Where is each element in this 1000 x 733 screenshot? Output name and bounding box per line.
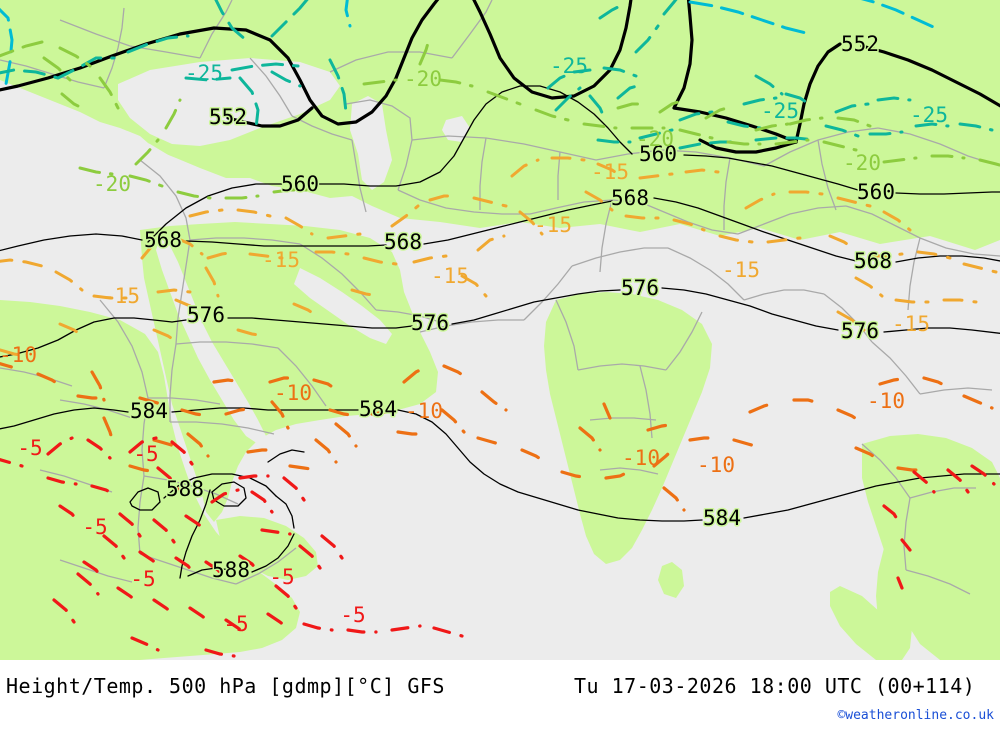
land-sumatra <box>830 586 902 660</box>
persian-gulf <box>294 268 392 344</box>
temperature-contour-label: -20 <box>404 67 442 91</box>
temperature-contour-label: -5 <box>223 612 248 636</box>
temperature-contour-label: -25 <box>761 99 799 123</box>
temperature-contour-label: -15 <box>722 258 760 282</box>
height-contour-label: 576 <box>187 303 225 327</box>
map-title: Height/Temp. 500 hPa [gdmp][°C] GFS <box>6 674 445 698</box>
temperature-contour-label: -10 <box>274 381 312 405</box>
temperature-contour-label: -15 <box>431 264 469 288</box>
isotherm-m25-layer <box>0 0 994 150</box>
temperature-contour-label: -25 <box>550 54 588 78</box>
temperature-contour-label: -15 <box>102 284 140 308</box>
height-contour-label: 576 <box>841 319 879 343</box>
land-india <box>544 292 712 564</box>
temperature-contour-label: -5 <box>17 436 42 460</box>
red-sea <box>156 238 266 444</box>
height-contour-label: 588 <box>212 558 250 582</box>
map-canvas[interactable]: 552 552 560 560 560 568 568 568 568 576 576 576 576 5… <box>0 0 1000 660</box>
mediterranean-sea <box>0 110 170 212</box>
temperature-contour-label: -5 <box>130 567 155 591</box>
height-contour-label: 568 <box>854 249 892 273</box>
isotherm-m20-layer <box>0 34 1000 200</box>
contour-568 <box>0 197 1000 263</box>
temperature-contour-label: -25 <box>910 103 948 127</box>
temperature-contour-label: -15 <box>591 160 629 184</box>
land-arabia <box>140 222 438 522</box>
map-svg: 552 552 560 560 560 568 568 568 568 576 576 576 576 5… <box>0 0 1000 660</box>
isotherm-m30-layer <box>0 0 942 86</box>
temperature-contour-label: -20 <box>843 151 881 175</box>
height-contour-label: 584 <box>130 399 168 423</box>
contour-560 <box>147 85 1000 243</box>
temperature-contour-label: -5 <box>340 603 365 627</box>
height-contour-label: 568 <box>384 230 422 254</box>
temperature-contour-label: -5 <box>133 442 158 466</box>
temperature-contour-label: -20 <box>636 127 674 151</box>
temperature-contour-label: -5 <box>269 565 294 589</box>
temperature-contour-label: -5 <box>82 515 107 539</box>
temperature-contour-label: -20 <box>93 172 131 196</box>
height-contour-label: 576 <box>621 276 659 300</box>
height-contour-label: 560 <box>639 142 677 166</box>
temperature-contour-label: -15 <box>534 213 572 237</box>
temperature-label-group: -25 -25 -25 -25 -20 -20 -20 -20 -15 -15 -15 -15 -15 -… <box>0 54 948 636</box>
temperature-contour-label: -10 <box>405 399 443 423</box>
land-africa <box>0 300 300 660</box>
height-contour-label: 568 <box>611 186 649 210</box>
height-contour-label: 552 <box>209 105 247 129</box>
height-contour-label: 560 <box>281 172 319 196</box>
height-contour-label: 560 <box>857 180 895 204</box>
height-contour-layer <box>0 0 1000 579</box>
contour-588 <box>129 449 305 579</box>
footer: Height/Temp. 500 hPa [gdmp][°C] GFS Tu 1… <box>0 660 1000 733</box>
temperature-contour-label: -10 <box>622 446 660 470</box>
isotherm-m5-layer <box>0 436 996 658</box>
land-horn <box>216 516 318 580</box>
height-contour-label: 576 <box>411 311 449 335</box>
height-contour-label: 568 <box>144 228 182 252</box>
temperature-contour-label: -15 <box>892 312 930 336</box>
height-label-group: 552 552 560 560 560 568 568 568 568 576 576 576 576 5… <box>129 31 897 584</box>
valid-time: Tu 17-03-2026 18:00 UTC (00+114) <box>574 674 976 698</box>
contour-576 <box>0 287 1000 358</box>
temperature-contour-label: -10 <box>0 343 37 367</box>
isotherm-m10-layer <box>0 362 994 512</box>
temperature-contour-label: -10 <box>867 389 905 413</box>
height-contour-label: 584 <box>359 397 397 421</box>
temperature-contour-label: -15 <box>262 248 300 272</box>
land-sri-lanka <box>658 562 684 598</box>
temperature-contour-label: -10 <box>697 453 735 477</box>
copyright-notice: ©weatheronline.co.uk <box>837 708 994 723</box>
temperature-contour-label: -25 <box>185 61 223 85</box>
isotherm-m15-layer <box>0 156 998 358</box>
height-contour-label: 552 <box>841 32 879 56</box>
gulf-of-aden <box>236 478 330 512</box>
height-contour-label: 584 <box>703 506 741 530</box>
height-contour-label: 588 <box>166 477 204 501</box>
contour-552 <box>0 0 1000 154</box>
east-mediterranean <box>0 196 140 242</box>
